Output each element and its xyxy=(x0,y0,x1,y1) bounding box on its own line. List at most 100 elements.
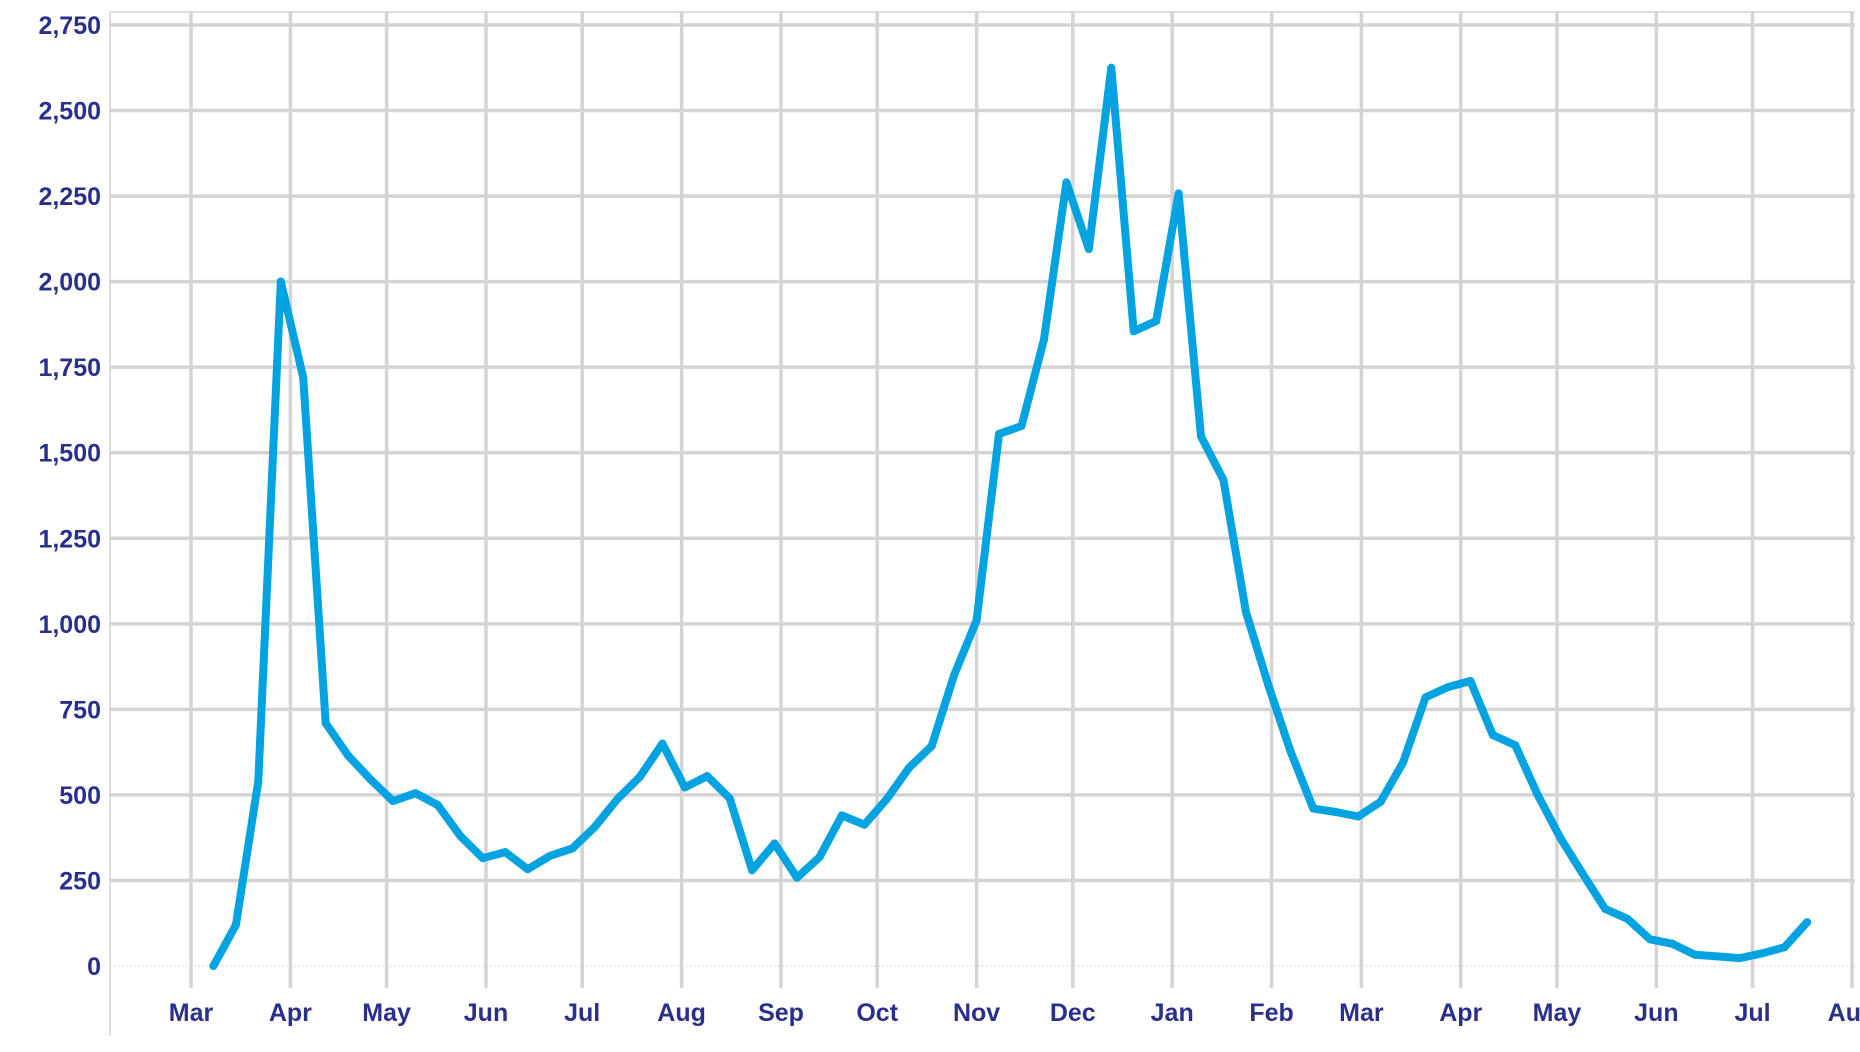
data-point xyxy=(1780,943,1789,952)
data-point xyxy=(703,772,712,781)
data-point xyxy=(1376,797,1385,806)
data-point xyxy=(254,777,263,786)
x-tick-label: Jul xyxy=(564,999,600,1027)
data-point xyxy=(1331,808,1340,816)
data-point xyxy=(882,795,891,803)
data-point xyxy=(568,844,577,853)
x-tick-label: Aug xyxy=(657,999,706,1027)
data-point xyxy=(276,277,285,286)
data-point xyxy=(1466,677,1475,685)
data-point xyxy=(546,851,555,860)
y-tick-label: 1,750 xyxy=(38,354,101,382)
x-tick-label: May xyxy=(362,999,411,1027)
data-point xyxy=(793,873,801,882)
data-point xyxy=(995,429,1003,438)
data-point xyxy=(231,920,240,929)
data-point xyxy=(1646,935,1654,944)
x-tick-label: May xyxy=(1533,999,1582,1027)
data-point xyxy=(433,801,442,810)
data-point xyxy=(815,853,824,862)
gridlines xyxy=(109,11,1855,1036)
x-tick-label: Aug xyxy=(1828,999,1860,1027)
data-point xyxy=(1690,950,1699,959)
data-point xyxy=(1803,918,1812,927)
data-point xyxy=(770,839,779,848)
data-point xyxy=(1556,833,1565,842)
data-point xyxy=(972,616,981,625)
series-layer xyxy=(209,63,1812,970)
data-point xyxy=(1152,317,1161,325)
data-point xyxy=(411,789,420,798)
data-point xyxy=(366,775,375,784)
data-point xyxy=(1511,741,1520,750)
data-point xyxy=(1286,748,1295,757)
data-point xyxy=(905,763,914,772)
x-tick-label: Apr xyxy=(269,999,312,1027)
x-tick-label: Jan xyxy=(1151,999,1194,1027)
data-point xyxy=(1354,812,1363,821)
y-tick-label: 250 xyxy=(59,867,101,895)
data-point xyxy=(1578,869,1587,878)
data-point xyxy=(635,772,644,781)
data-point xyxy=(389,797,397,806)
data-point xyxy=(344,751,353,760)
data-point xyxy=(1623,914,1632,923)
data-point xyxy=(1758,949,1767,958)
y-tick-label: 2,500 xyxy=(38,98,101,126)
x-tick-label: Jul xyxy=(1735,999,1771,1027)
data-point xyxy=(1197,432,1205,441)
series-line xyxy=(209,63,1812,970)
y-tick-label: 2,250 xyxy=(38,183,101,211)
data-point xyxy=(950,671,959,680)
y-tick-label: 500 xyxy=(59,782,101,810)
data-point xyxy=(1488,731,1497,739)
y-tick-label: 750 xyxy=(59,696,101,724)
x-axis-tick-labels: Mar Apr May Jun Jul Aug Sep Oct Nov Dec Jan Feb Mar A… xyxy=(169,999,1860,1027)
data-point xyxy=(860,820,869,829)
data-point xyxy=(1129,327,1138,336)
data-point xyxy=(748,866,757,875)
data-point xyxy=(725,794,734,803)
data-point xyxy=(501,848,510,857)
x-tick-label: Mar xyxy=(1339,999,1384,1027)
x-tick-label: Mar xyxy=(169,999,214,1027)
data-point xyxy=(523,865,532,874)
data-point xyxy=(1399,758,1408,767)
y-tick-label: 1,500 xyxy=(38,440,101,468)
data-point xyxy=(478,854,487,863)
y-tick-label: 0 xyxy=(87,953,101,981)
x-tick-label: Jun xyxy=(1634,999,1678,1027)
data-point xyxy=(1062,178,1071,187)
data-point xyxy=(1241,607,1250,616)
y-tick-label: 1,250 xyxy=(38,525,101,553)
data-point xyxy=(1421,693,1430,702)
data-point xyxy=(1601,904,1610,913)
y-tick-label: 2,750 xyxy=(38,12,101,40)
data-point xyxy=(591,822,599,831)
data-point xyxy=(299,373,308,382)
data-point xyxy=(1039,335,1048,344)
data-point xyxy=(1713,952,1722,961)
x-tick-label: Sep xyxy=(758,999,804,1027)
data-point xyxy=(1084,245,1093,254)
x-tick-label: Apr xyxy=(1439,999,1482,1027)
data-point xyxy=(1309,804,1318,813)
data-point xyxy=(209,962,218,970)
data-point xyxy=(680,783,689,792)
y-tick-label: 1,000 xyxy=(38,611,101,639)
data-point xyxy=(1735,954,1744,963)
data-point xyxy=(927,742,936,750)
y-axis-tick-labels: 0 250 500 750 1,000 1,250 1,500 1,750 2,000 2,250… xyxy=(38,12,101,981)
data-point xyxy=(1668,939,1677,948)
y-tick-label: 2,000 xyxy=(38,269,101,297)
data-point xyxy=(1174,189,1183,198)
data-point xyxy=(1264,681,1273,690)
data-point xyxy=(321,719,330,728)
x-tick-label: Nov xyxy=(953,999,1000,1027)
data-point xyxy=(837,811,846,820)
data-point xyxy=(658,739,667,748)
data-point xyxy=(1017,422,1026,430)
data-point xyxy=(1443,683,1452,692)
